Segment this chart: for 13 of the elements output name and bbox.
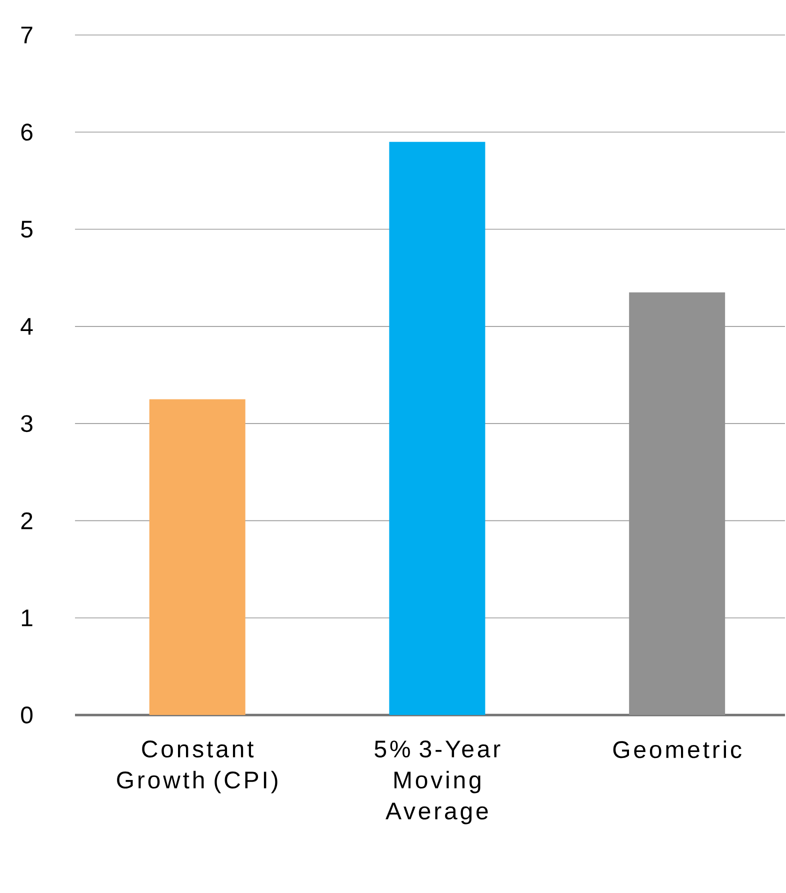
bar xyxy=(149,399,246,715)
y-tick-label: 3 xyxy=(21,415,32,432)
y-tick-label: 1 xyxy=(22,610,32,626)
bar xyxy=(389,142,486,715)
y-tick-label: 7 xyxy=(21,26,32,44)
x-tick-label: 5% 3-Year Moving Average xyxy=(374,740,500,824)
y-tick-label: 5 xyxy=(21,220,32,238)
x-tick-label: Constant Growth (CPI) xyxy=(117,740,278,794)
x-tick-label: Geometric xyxy=(613,740,742,758)
y-tick-label: 0 xyxy=(21,706,33,724)
y-tick-label: 4 xyxy=(20,318,33,335)
y-tick-label: 6 xyxy=(21,124,32,141)
y-tick-label: 2 xyxy=(21,512,32,530)
